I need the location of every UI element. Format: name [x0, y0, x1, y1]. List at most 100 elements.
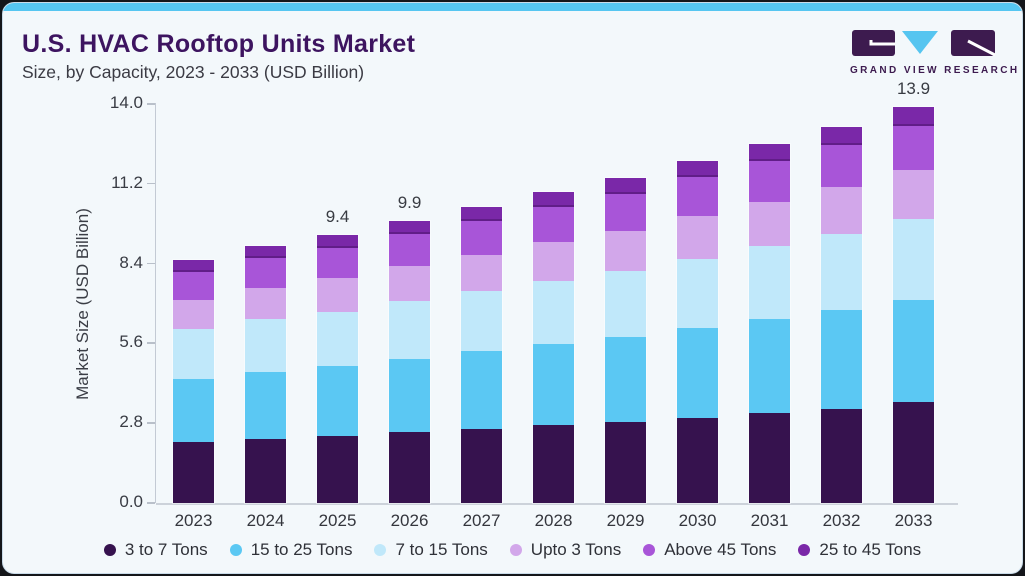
y-tick-label: 8.4	[119, 252, 143, 272]
bar-segment	[749, 413, 790, 503]
bar-segment	[389, 358, 430, 433]
x-tick-label: 2030	[678, 511, 717, 530]
x-tick-label: 2033	[894, 511, 933, 530]
bar-segment	[605, 230, 646, 271]
bar-column: 9.9 2026	[389, 104, 430, 530]
y-tick-mark	[147, 422, 155, 424]
x-tick-label: 2026	[390, 511, 429, 530]
bar-value-label: 13.9	[896, 78, 931, 98]
bar-segment	[677, 177, 718, 216]
y-tick-mark	[147, 103, 155, 105]
gvr-logo-mark	[851, 30, 996, 57]
x-tick-label: 2029	[606, 511, 645, 530]
legend-item: 25 to 45 Tons	[798, 540, 921, 560]
bar-segment	[533, 343, 574, 426]
bar-segment	[461, 254, 502, 292]
legend-item: 3 to 7 Tons	[103, 540, 208, 560]
bar-stack	[677, 160, 718, 503]
bar-segment	[677, 160, 718, 178]
bar-segment	[677, 216, 718, 259]
legend-label: 7 to 15 Tons	[395, 540, 488, 559]
bar-segment	[533, 242, 574, 281]
bar-segment	[245, 438, 286, 503]
bar-segment	[245, 371, 286, 439]
bars-row: 2023 2024 9.4 2025 9.9 2026 2027 2028 2029 2030 20…	[156, 79, 934, 530]
bar-segment	[173, 272, 214, 300]
bar-segment	[173, 442, 214, 503]
y-tick-mark	[147, 342, 155, 344]
x-tick-label: 2032	[822, 511, 861, 530]
bar-segment	[317, 235, 358, 249]
bar-segment	[533, 425, 574, 503]
legend-dot	[229, 544, 242, 556]
page-subtitle: Size, by Capacity, 2023 - 2033 (USD Bill…	[22, 62, 365, 82]
y-tick-label: 2.8	[119, 412, 143, 432]
bar-segment	[533, 207, 574, 243]
bar-segment	[821, 126, 862, 145]
y-tick-label: 0.0	[119, 492, 143, 511]
legend-item: Above 45 Tons	[643, 540, 776, 560]
bar-segment	[173, 378, 214, 443]
y-axis: 0.0 2.8 5.6 8.4 11.2 14.0	[110, 93, 156, 511]
bar-column: 13.9 2033	[893, 79, 934, 530]
bar-segment	[749, 201, 790, 247]
bar-segment	[461, 428, 502, 503]
bar-segment	[317, 311, 358, 366]
bar-segment	[893, 125, 934, 171]
bar-segment	[389, 234, 430, 267]
bar-segment	[461, 220, 502, 255]
x-tick-label: 2023	[174, 511, 213, 530]
bar-column: 2032	[821, 104, 862, 530]
y-axis-title: Market Size (USD Billion)	[73, 208, 92, 400]
bar-segment	[461, 291, 502, 352]
bar-value-label: 9.4	[325, 207, 350, 227]
bar-segment	[461, 206, 502, 221]
bar-segment	[749, 246, 790, 320]
bar-segment	[173, 299, 214, 330]
bar-stack	[893, 106, 934, 503]
bar-column: 9.4 2025	[317, 104, 358, 530]
x-tick-label: 2031	[750, 511, 789, 530]
bar-segment	[605, 178, 646, 194]
gvr-logo: GRAND VIEW RESEARCH	[850, 30, 1017, 76]
bar-segment	[677, 328, 718, 418]
bar-column: 2031	[749, 104, 790, 530]
bar-stack	[317, 235, 358, 503]
legend-dot	[509, 544, 522, 556]
bar-segment	[893, 401, 934, 503]
plot-area: 2023 2024 9.4 2025 9.9 2026 2027 2028 2029 2030 20…	[156, 79, 958, 530]
bar-segment	[245, 246, 286, 259]
legend-label: 15 to 25 Tons	[250, 540, 353, 559]
x-tick-label: 2027	[462, 511, 501, 530]
legend-item: 15 to 25 Tons	[229, 540, 353, 560]
legend: 3 to 7 Tons 15 to 25 Tons 7 to 15 Tons Upto…	[3, 540, 1022, 560]
bar-segment	[389, 266, 430, 302]
x-tick-label: 2025	[318, 511, 357, 530]
legend-label: Upto 3 Tons	[530, 540, 622, 559]
bar-segment	[317, 248, 358, 279]
legend-dot	[798, 544, 811, 556]
bar-segment	[461, 351, 502, 429]
bar-segment	[173, 260, 214, 273]
bar-segment	[821, 234, 862, 311]
bar-segment	[749, 319, 790, 414]
bar-segment	[245, 319, 286, 372]
bar-column: 2024	[245, 104, 286, 530]
bar-value-label: 9.9	[397, 192, 422, 212]
bar-segment	[893, 219, 934, 300]
bar-segment	[389, 432, 430, 503]
legend-item: Upto 3 Tons	[509, 540, 622, 560]
legend-label: Above 45 Tons	[664, 540, 777, 559]
bar-segment	[605, 421, 646, 503]
bar-segment	[533, 192, 574, 208]
bar-segment	[677, 258, 718, 328]
bar-segment	[317, 365, 358, 436]
page-title: U.S. HVAC Rooftop Units Market	[22, 30, 416, 58]
bar-segment	[821, 409, 862, 503]
legend-label: 3 to 7 Tons	[124, 540, 208, 559]
bar-segment	[749, 161, 790, 202]
bar-segment	[821, 187, 862, 235]
top-accent-bar	[3, 3, 1022, 11]
bar-segment	[893, 299, 934, 402]
